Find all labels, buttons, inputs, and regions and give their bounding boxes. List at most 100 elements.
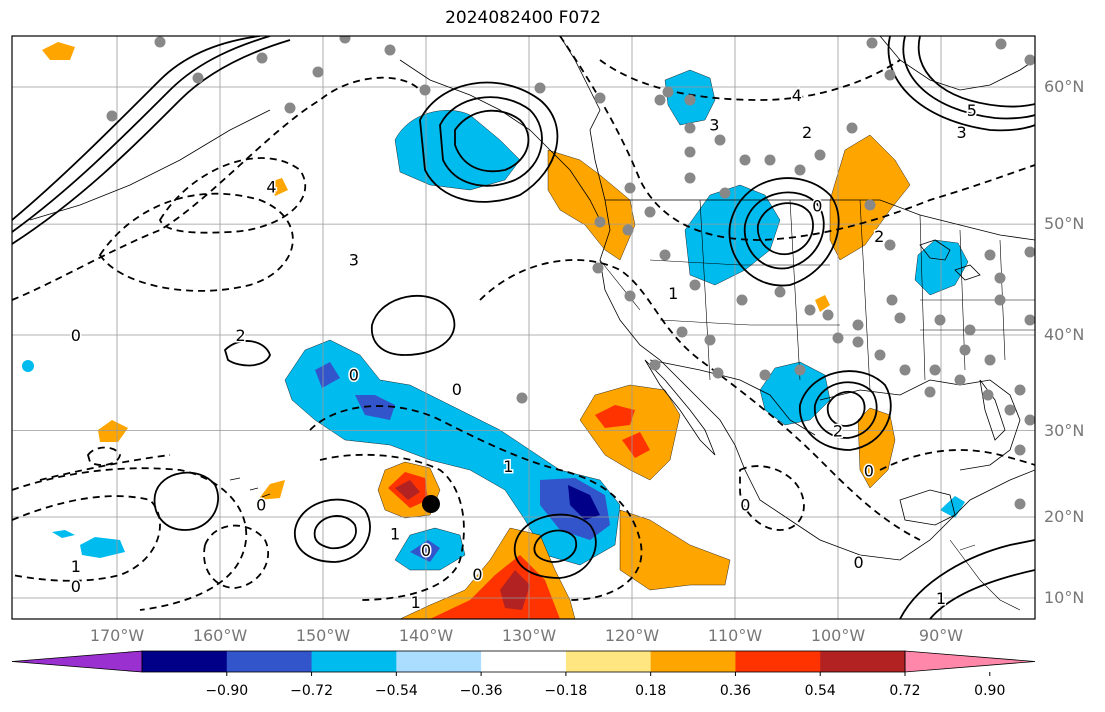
contour-west-circle [153, 471, 220, 531]
station-dot [384, 44, 396, 56]
station-dot [1014, 444, 1026, 456]
borders-central-america [949, 539, 1021, 611]
station-dot [534, 82, 546, 94]
station-dot [1034, 287, 1035, 293]
colorbar-tick-label: −0.54 [374, 683, 418, 699]
station-dot [995, 38, 1007, 50]
coast-aleutians [29, 109, 271, 221]
station-dot [814, 149, 826, 161]
anomaly-patch-mexico-red [595, 405, 650, 458]
contour-label: 5 [967, 101, 977, 120]
station-dot [846, 122, 858, 134]
station-dot [794, 164, 806, 176]
contour-label: 1 [71, 557, 81, 576]
station-dot [1024, 314, 1035, 326]
anomaly-patch-small-orange [815, 295, 830, 312]
longitude-label: 140°W [398, 626, 454, 645]
contour-label: 0 [854, 553, 864, 572]
anomaly-patch-equator-darkred [500, 570, 530, 610]
anomaly-patch-west-orange-2 [258, 480, 285, 500]
station-dot [964, 324, 976, 336]
longitude-label: 90°W [918, 626, 964, 645]
map-frame [11, 35, 1036, 620]
anomaly-patch-west-blue-2 [52, 530, 75, 538]
contour-ne-pacific-2 [12, 36, 271, 233]
contour-pacific-dashed-band [309, 405, 643, 601]
station-dot [719, 187, 731, 199]
contour-ne-circle [371, 294, 456, 356]
station-dot [874, 349, 886, 361]
coast-baja [644, 359, 716, 456]
longitude-label: 160°W [192, 626, 248, 645]
contour-eq-circle-inner [533, 529, 578, 563]
colorbar-tick-label: −0.72 [290, 683, 333, 699]
anomaly-patch-gulf-orange [270, 178, 288, 196]
station-markers [106, 36, 1035, 510]
station-dot [106, 110, 118, 122]
colorbar-segment [565, 651, 652, 672]
contour-label: 3 [957, 123, 967, 142]
contour-eq-circle [513, 513, 597, 579]
station-dot [866, 37, 878, 49]
station-dot [1014, 384, 1026, 396]
contour-hudson-3 [917, 36, 1035, 108]
contour-west-dashed-2 [12, 467, 248, 611]
contour-gulf-dashed-small [203, 524, 270, 589]
storm-center-marker [422, 495, 440, 513]
coastlines [29, 36, 1035, 611]
contour-gulf-dashed-2 [98, 192, 294, 292]
station-dot [659, 249, 671, 261]
station-dot [419, 84, 431, 96]
longitude-label: 170°W [89, 626, 145, 645]
contour-west-dashed [12, 495, 161, 582]
contour-label: 0 [864, 461, 874, 480]
latitude-label: 10°N [1044, 588, 1085, 607]
station-dot [736, 294, 748, 306]
longitude-label: 130°W [501, 626, 557, 645]
anomaly-patch-baja-orange [619, 509, 731, 591]
graticule [12, 36, 1035, 619]
contour-label: 0 [472, 565, 482, 584]
anomaly-shading [22, 42, 969, 619]
contour-gulf-dashed-3 [158, 157, 307, 234]
contour-texas-low-1 [799, 370, 892, 451]
contour-label: 3 [349, 250, 359, 269]
station-dot [1024, 414, 1035, 426]
colorbar-segment [650, 651, 736, 672]
station-dot [759, 369, 771, 381]
anomaly-patch-pnw-orange [547, 149, 636, 261]
contour-west-coast-dashed [559, 36, 1035, 241]
anomaly-patch-west-blue [80, 537, 125, 558]
station-dot [662, 86, 674, 98]
station-dot [884, 69, 896, 81]
station-dot [312, 66, 324, 78]
coast-yucatan [899, 489, 956, 526]
station-dot [982, 389, 994, 401]
contour-label: 0 [421, 541, 431, 560]
station-dot [852, 336, 864, 348]
colorbar-segment [226, 651, 313, 672]
contour-label: 2 [802, 123, 812, 142]
station-dot [192, 72, 204, 84]
contour-mex-dashed [879, 449, 1035, 471]
contour-label: 0 [812, 197, 822, 216]
contour-label: 0 [256, 495, 266, 514]
station-dot [622, 224, 634, 236]
station-dot [594, 216, 606, 228]
contour-se-dashed-small [87, 446, 121, 466]
contour-label: 2 [236, 326, 246, 345]
contour-texas-low-3 [826, 391, 866, 427]
colorbar-segment [142, 651, 228, 672]
station-dot [154, 36, 166, 48]
map-background [12, 36, 1035, 619]
contour-label: 4 [266, 177, 276, 196]
contour-hawaii-circle-inner [313, 515, 357, 550]
contour-label: 1 [411, 593, 421, 612]
station-dot [1004, 404, 1016, 416]
station-dot [712, 367, 724, 379]
colorbar-segment [820, 651, 906, 672]
station-dot [764, 154, 776, 166]
station-dot [954, 374, 966, 386]
colorbar-tick-label: 0.36 [719, 683, 752, 699]
